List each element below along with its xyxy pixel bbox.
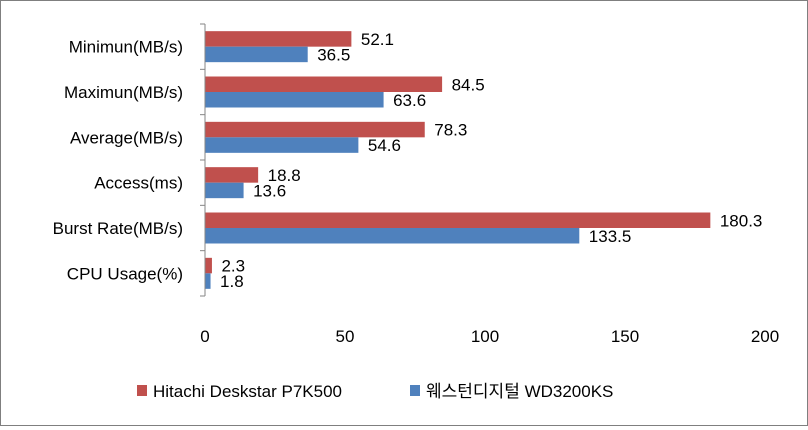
category-label: Average(MB/s) bbox=[70, 128, 183, 147]
category-label: Maximun(MB/s) bbox=[64, 83, 183, 102]
x-tick-label: 150 bbox=[611, 327, 639, 346]
legend-label-series-1: Hitachi Deskstar P7K500 bbox=[153, 382, 342, 401]
bar-series-2 bbox=[205, 273, 211, 289]
bar-series-2 bbox=[205, 92, 384, 108]
data-label-series-2: 63.6 bbox=[393, 91, 426, 110]
legend-swatch-series-1 bbox=[137, 385, 147, 396]
bar-series-2 bbox=[205, 228, 580, 244]
bar-series-2 bbox=[205, 137, 359, 153]
bar-series-1 bbox=[205, 212, 711, 228]
x-tick-label: 200 bbox=[751, 327, 779, 346]
legend: Hitachi Deskstar P7K500 웨스턴디지털 WD3200KS bbox=[137, 382, 613, 401]
data-label-series-1: 2.3 bbox=[221, 257, 245, 276]
bar-series-2 bbox=[205, 182, 244, 199]
data-label-series-2: 54.6 bbox=[368, 136, 401, 155]
data-label-series-2: 1.8 bbox=[220, 272, 244, 291]
x-tick-label: 100 bbox=[471, 327, 499, 346]
bar-series-1 bbox=[205, 167, 259, 183]
data-label-series-1: 180.3 bbox=[720, 211, 763, 230]
plot-area: Minimun(MB/s) 52.1 36.5 Maximun(MB/s) 84.5 63… bbox=[53, 23, 779, 346]
category-label: CPU Usage(%) bbox=[67, 264, 183, 283]
data-label-series-1: 78.3 bbox=[434, 121, 467, 140]
data-label-series-2: 13.6 bbox=[253, 181, 286, 200]
bar-series-1 bbox=[205, 121, 425, 138]
bar-series-1 bbox=[205, 257, 212, 274]
data-label-series-1: 52.1 bbox=[361, 30, 394, 49]
category-label: Minimun(MB/s) bbox=[69, 38, 183, 57]
data-label-series-2: 133.5 bbox=[589, 227, 632, 246]
x-tick-label: 0 bbox=[200, 327, 209, 346]
data-label-series-2: 36.5 bbox=[317, 45, 350, 64]
data-label-series-1: 18.8 bbox=[268, 166, 301, 185]
legend-swatch-series-2 bbox=[410, 385, 420, 396]
legend-label-series-2: 웨스턴디지털 WD3200KS bbox=[426, 382, 613, 401]
x-tick-label: 50 bbox=[336, 327, 355, 346]
bar-series-1 bbox=[205, 76, 443, 92]
category-label: Burst Rate(MB/s) bbox=[53, 219, 183, 238]
bar-series-2 bbox=[205, 46, 308, 63]
category-label: Access(ms) bbox=[94, 174, 183, 193]
data-label-series-1: 84.5 bbox=[452, 75, 485, 94]
bar-series-1 bbox=[205, 31, 352, 47]
